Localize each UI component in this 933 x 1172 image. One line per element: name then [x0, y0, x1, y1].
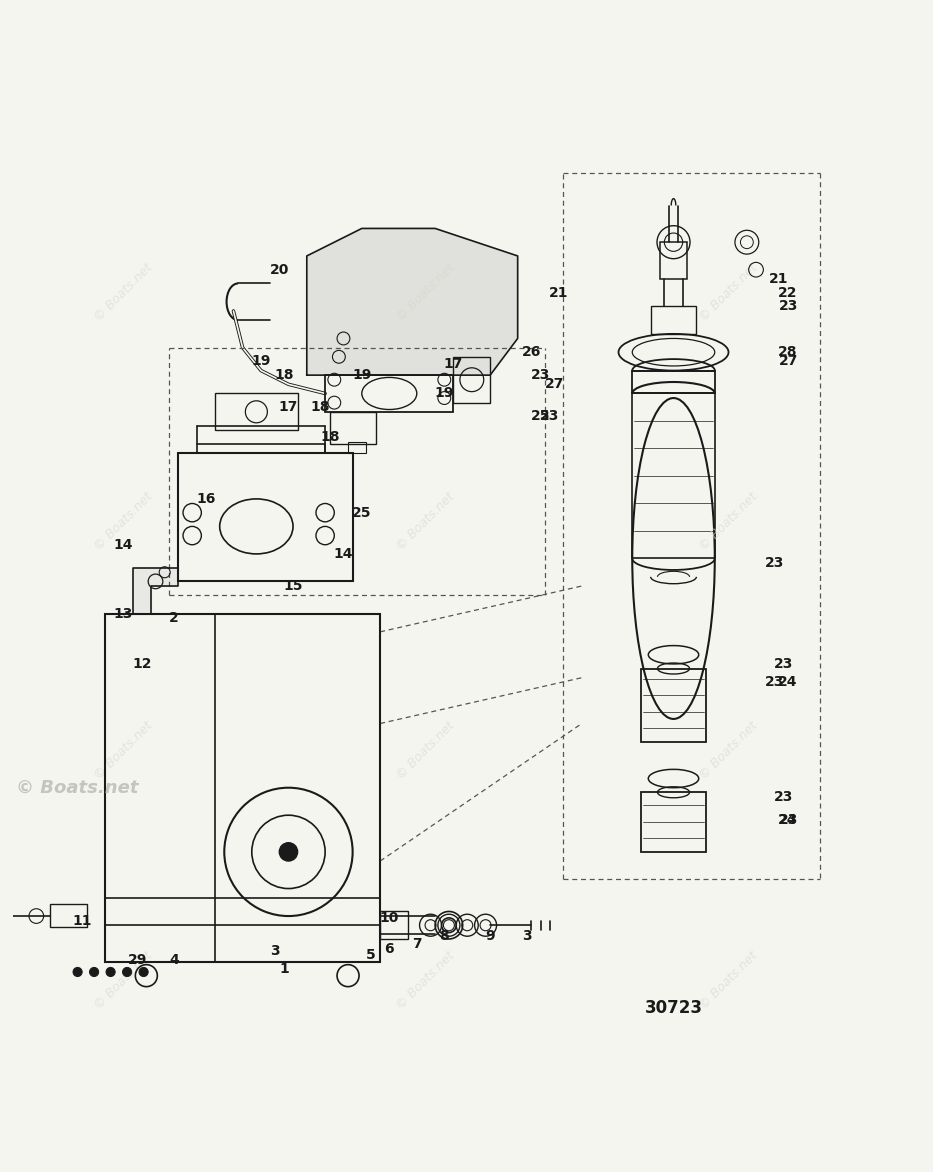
Text: 21: 21: [769, 272, 788, 286]
Text: 14: 14: [114, 538, 133, 552]
Text: 24: 24: [778, 675, 798, 689]
Text: 3: 3: [522, 929, 532, 943]
Bar: [641, 792, 705, 852]
Text: 23: 23: [531, 368, 550, 382]
Text: 30723: 30723: [645, 999, 703, 1017]
Text: 20: 20: [270, 263, 289, 277]
Text: 2: 2: [169, 611, 179, 625]
Text: 27: 27: [545, 377, 564, 391]
Text: 29: 29: [128, 953, 146, 967]
Circle shape: [90, 967, 99, 976]
Text: 23: 23: [773, 657, 793, 670]
Bar: [105, 613, 380, 962]
Bar: [216, 394, 298, 430]
Text: 23: 23: [778, 813, 798, 826]
Text: 10: 10: [380, 911, 399, 925]
Text: © Boats.net: © Boats.net: [91, 490, 155, 553]
Text: 27: 27: [778, 354, 798, 368]
Bar: [178, 454, 353, 581]
Text: 19: 19: [352, 368, 371, 382]
Text: 25: 25: [352, 505, 371, 519]
Circle shape: [279, 843, 298, 861]
Text: © Boats.net: © Boats.net: [91, 261, 155, 325]
Text: 6: 6: [384, 942, 394, 956]
Text: 1: 1: [279, 962, 288, 976]
Text: 12: 12: [132, 657, 151, 670]
Circle shape: [139, 967, 148, 976]
Circle shape: [122, 967, 132, 976]
Text: 3: 3: [270, 943, 280, 958]
Text: 19: 19: [435, 387, 454, 401]
Bar: [650, 306, 696, 334]
Text: 16: 16: [196, 492, 216, 506]
Text: 25: 25: [531, 409, 550, 423]
Text: 24: 24: [778, 813, 798, 826]
Bar: [641, 668, 705, 742]
Text: © Boats.net: © Boats.net: [395, 261, 457, 325]
Text: 28: 28: [778, 346, 798, 359]
Text: 18: 18: [320, 430, 340, 444]
Text: © Boats.net: © Boats.net: [697, 948, 760, 1011]
Text: 5: 5: [366, 947, 376, 961]
Bar: [633, 370, 715, 394]
Text: 15: 15: [284, 579, 303, 593]
Text: © Boats.net: © Boats.net: [697, 490, 760, 553]
Text: 17: 17: [444, 357, 463, 372]
Text: © Boats.net: © Boats.net: [697, 720, 760, 783]
Circle shape: [106, 967, 115, 976]
Text: 23: 23: [765, 675, 784, 689]
Text: © Boats.net: © Boats.net: [91, 720, 155, 783]
Text: 4: 4: [169, 953, 179, 967]
Text: 23: 23: [773, 790, 793, 804]
Text: 17: 17: [279, 400, 299, 414]
Text: 22: 22: [778, 286, 798, 300]
Text: 26: 26: [522, 346, 541, 359]
Polygon shape: [307, 229, 518, 375]
Bar: [325, 375, 453, 411]
Text: 8: 8: [439, 929, 449, 943]
Text: 18: 18: [274, 368, 294, 382]
Circle shape: [73, 967, 82, 976]
Bar: [50, 904, 87, 927]
Bar: [348, 442, 367, 454]
Text: © Boats.net: © Boats.net: [395, 490, 457, 553]
Text: 19: 19: [251, 354, 271, 368]
Bar: [380, 912, 408, 939]
Text: © Boats.net: © Boats.net: [91, 948, 155, 1011]
Text: © Boats.net: © Boats.net: [17, 778, 139, 797]
Text: © Boats.net: © Boats.net: [395, 948, 457, 1011]
Text: © Boats.net: © Boats.net: [395, 720, 457, 783]
Bar: [329, 411, 376, 444]
Bar: [453, 356, 490, 403]
Text: © Boats.net: © Boats.net: [697, 261, 760, 325]
Text: 23: 23: [765, 556, 784, 570]
Text: 23: 23: [778, 299, 798, 313]
Bar: [660, 243, 688, 279]
Text: 23: 23: [540, 409, 560, 423]
Text: 14: 14: [334, 547, 354, 561]
Polygon shape: [132, 567, 178, 613]
Text: 9: 9: [485, 929, 495, 943]
Text: 13: 13: [114, 606, 133, 620]
Text: 11: 11: [73, 914, 92, 927]
Text: 21: 21: [550, 286, 569, 300]
Text: 7: 7: [412, 936, 422, 950]
Text: 18: 18: [311, 400, 330, 414]
